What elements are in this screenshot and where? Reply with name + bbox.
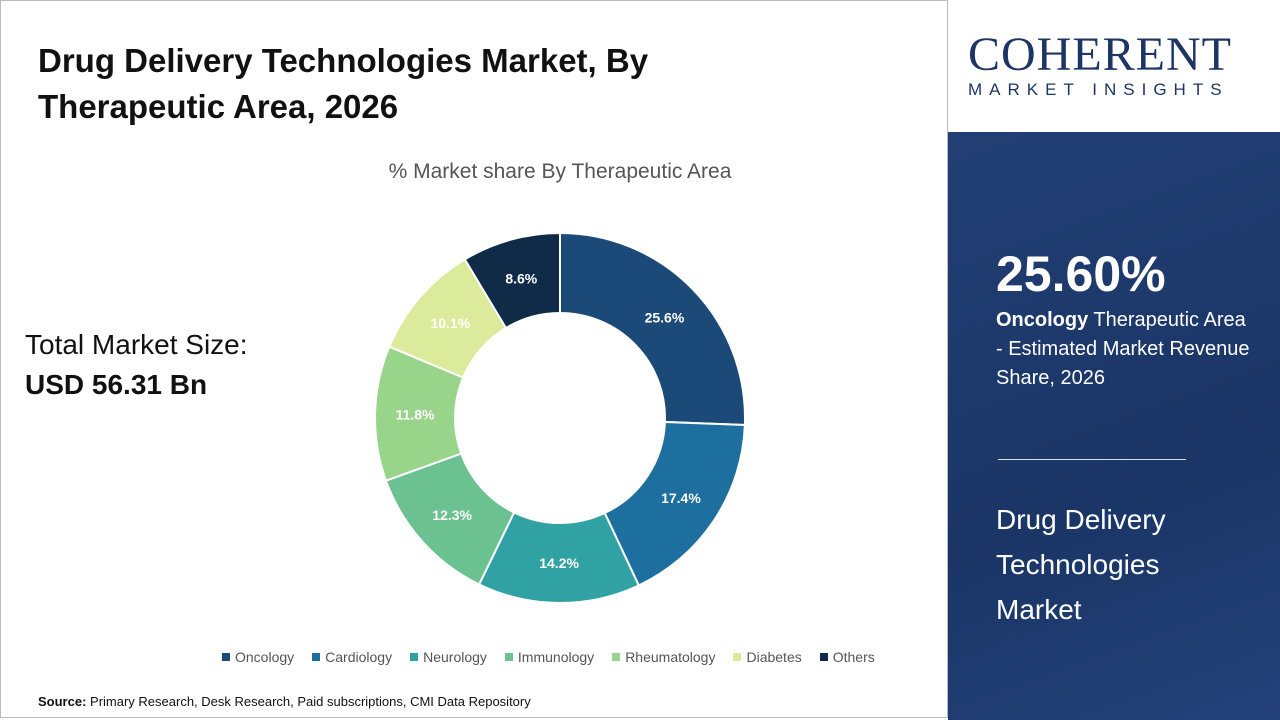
logo-name: COHERENT <box>968 28 1232 81</box>
legend-label: Immunology <box>517 649 595 665</box>
market-name: Drug Delivery Technologies Market <box>996 504 1166 625</box>
data-label: 14.2% <box>539 555 579 571</box>
legend-label: Diabetes <box>746 649 802 665</box>
donut-chart: 25.6% 17.4% 14.2% 12.3% 11.8% 10.1% 8.6% <box>374 231 746 604</box>
legend-swatch <box>504 653 513 661</box>
legend-item: Rheumatology <box>612 649 715 665</box>
total-market-size: Total Market Size: USD 56.31 Bn <box>25 325 248 405</box>
data-label: 17.4% <box>661 490 701 506</box>
legend-item: Diabetes <box>733 649 802 665</box>
highlight-text: Therapeutic Area - Estimated Market Reve… <box>996 309 1250 389</box>
logo-tagline: MARKET INSIGHTS <box>968 80 1229 99</box>
legend-label: Others <box>832 649 875 665</box>
chart-title: % Market share By Therapeutic Area <box>388 160 732 183</box>
legend-item: Others <box>819 649 875 665</box>
legend-label: Neurology <box>423 649 487 665</box>
source-label: Source: <box>38 694 87 709</box>
data-label: 10.1% <box>430 315 470 331</box>
data-label: 11.8% <box>396 406 435 422</box>
highlight-value: 25.60% <box>996 246 1166 302</box>
legend-item: Immunology <box>504 649 595 665</box>
data-label: 25.6% <box>645 309 685 325</box>
legend-swatch <box>819 653 828 661</box>
total-label: Total Market Size: <box>25 329 248 360</box>
logo: COHERENT MARKET INSIGHTS <box>968 30 1268 100</box>
legend-swatch <box>612 653 621 661</box>
donut-slice-oncology <box>559 231 746 427</box>
legend-label: Cardiology <box>325 649 393 665</box>
legend-swatch <box>410 653 419 661</box>
donut-slice-others <box>463 231 561 330</box>
legend-item: Oncology <box>222 649 294 665</box>
page-title: Drug Delivery Technologies Market, By Th… <box>38 42 649 125</box>
legend-label: Rheumatology <box>625 649 716 665</box>
legend-label: Oncology <box>235 649 295 665</box>
source-text: Primary Research, Desk Research, Paid su… <box>90 694 531 709</box>
legend: Oncology Cardiology Neurology Immunology Rhe… <box>222 649 875 665</box>
legend-swatch <box>222 653 230 661</box>
slide-frame <box>0 0 948 718</box>
legend-item: Cardiology <box>312 649 392 665</box>
data-label: 12.3% <box>432 507 472 523</box>
total-value: USD 56.31 Bn <box>25 369 208 400</box>
data-label: 8.6% <box>505 270 537 286</box>
source: Source: Primary Research, Desk Research,… <box>38 694 531 709</box>
highlight-description: Oncology Therapeutic Area - Estimated Ma… <box>996 306 1256 393</box>
highlight-panel <box>948 132 1280 720</box>
highlight-segment: Oncology <box>996 309 1089 331</box>
divider <box>998 459 1186 460</box>
legend-item: Neurology <box>410 649 487 665</box>
legend-swatch <box>312 653 321 661</box>
legend-swatch <box>733 653 742 661</box>
